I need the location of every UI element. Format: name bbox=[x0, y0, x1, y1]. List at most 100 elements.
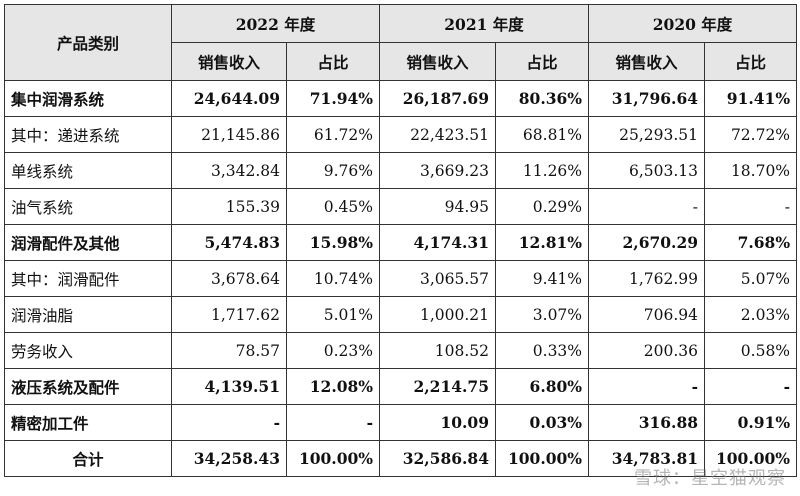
ratio-cell: 5.07% bbox=[704, 260, 798, 297]
table-row: 劳务收入 78.57 0.23% 108.52 0.33% 200.36 0.58% bbox=[4, 332, 798, 369]
category-cell: 集中润滑系统 bbox=[4, 80, 172, 117]
sales-cell: 4,139.51 bbox=[171, 368, 287, 405]
total-row: 合计 34,258.43 100.00% 32,586.84 100.00% 34,783… bbox=[4, 440, 798, 477]
category-cell: 润滑配件及其他 bbox=[4, 224, 172, 261]
sales-header: 销售收入 bbox=[588, 42, 706, 81]
sales-cell: 25,293.51 bbox=[588, 116, 706, 153]
category-cell: 润滑油脂 bbox=[4, 296, 172, 333]
table-row: 单线系统 3,342.84 9.76% 3,669.23 11.26% 6,503.13 1… bbox=[4, 152, 798, 189]
watermark: 雪球：星空猫观察 bbox=[634, 468, 786, 489]
sales-cell: - bbox=[588, 188, 706, 225]
total-ratio-cell: 100.00% bbox=[495, 440, 590, 477]
sales-cell: 4,174.31 bbox=[379, 224, 497, 261]
sales-cell: 316.88 bbox=[588, 404, 706, 441]
ratio-cell: 18.70% bbox=[704, 152, 798, 189]
ratio-cell: 5.01% bbox=[285, 296, 381, 333]
total-ratio-cell: 100.00% bbox=[285, 440, 381, 477]
ratio-cell: 12.81% bbox=[495, 224, 590, 261]
sales-cell: 1,717.62 bbox=[171, 296, 287, 333]
sales-cell: 3,678.64 bbox=[171, 260, 287, 297]
sales-cell: 706.94 bbox=[588, 296, 706, 333]
table-row: 精密加工件 - -10.09 0.03% 316.88 0.91% bbox=[4, 404, 798, 441]
sales-cell: 3,669.23 bbox=[379, 152, 497, 189]
sales-cell: 1,000.21 bbox=[379, 296, 497, 333]
ratio-cell: 11.26% bbox=[495, 152, 590, 189]
revenue-table: 产品类别 2022 年度 2021 年度 2020 年度 销售收入 占比 销售收… bbox=[4, 4, 798, 477]
table-row: 油气系统 155.39 0.45% 94.95 0.29% - - bbox=[4, 188, 798, 225]
year-header-2021: 2021 年度 bbox=[379, 4, 590, 43]
ratio-cell: 0.23% bbox=[285, 332, 381, 369]
sales-cell: 94.95 bbox=[379, 188, 497, 225]
total-sales-cell: 32,586.84 bbox=[379, 440, 497, 477]
ratio-cell: 15.98% bbox=[285, 224, 381, 261]
table-header: 产品类别 2022 年度 2021 年度 2020 年度 销售收入 占比 销售收… bbox=[4, 4, 798, 81]
sales-cell: - bbox=[171, 404, 287, 441]
ratio-cell: - bbox=[285, 404, 381, 441]
sales-cell: 22,423.51 bbox=[379, 116, 497, 153]
category-cell: 单线系统 bbox=[4, 152, 172, 189]
sales-cell: 31,796.64 bbox=[588, 80, 706, 117]
ratio-header: 占比 bbox=[285, 42, 381, 81]
category-cell: 精密加工件 bbox=[4, 404, 172, 441]
sales-header: 销售收入 bbox=[379, 42, 497, 81]
category-cell: 其中：润滑配件 bbox=[4, 260, 172, 297]
sales-cell: 26,187.69 bbox=[379, 80, 497, 117]
sales-cell: 2,670.29 bbox=[588, 224, 706, 261]
category-cell: 其中：递进系统 bbox=[4, 116, 172, 153]
ratio-cell: 9.41% bbox=[495, 260, 590, 297]
table-row: 集中润滑系统 24,644.09 71.94% 26,187.69 80.36% 31,7… bbox=[4, 80, 798, 117]
ratio-cell: 3.07% bbox=[495, 296, 590, 333]
ratio-cell: 0.29% bbox=[495, 188, 590, 225]
ratio-cell: 61.72% bbox=[285, 116, 381, 153]
ratio-header: 占比 bbox=[704, 42, 798, 81]
category-cell: 劳务收入 bbox=[4, 332, 172, 369]
category-cell: 液压系统及配件 bbox=[4, 368, 172, 405]
ratio-cell: 71.94% bbox=[285, 80, 381, 117]
sales-cell: 21,145.86 bbox=[171, 116, 287, 153]
table-row: 润滑油脂 1,717.62 5.01% 1,000.21 3.07% 706.94 2.03… bbox=[4, 296, 798, 333]
sales-cell: 78.57 bbox=[171, 332, 287, 369]
ratio-cell: 10.74% bbox=[285, 260, 381, 297]
ratio-cell: 9.76% bbox=[285, 152, 381, 189]
sales-cell: 200.36 bbox=[588, 332, 706, 369]
total-label: 合计 bbox=[4, 440, 172, 477]
ratio-cell: 0.03% bbox=[495, 404, 590, 441]
category-cell: 油气系统 bbox=[4, 188, 172, 225]
table-row: 润滑配件及其他 5,474.83 15.98% 4,174.31 12.81% 2,670… bbox=[4, 224, 798, 261]
sales-cell: 3,065.57 bbox=[379, 260, 497, 297]
sales-cell: - bbox=[588, 368, 706, 405]
ratio-cell: 68.81% bbox=[495, 116, 590, 153]
sales-cell: 5,474.83 bbox=[171, 224, 287, 261]
sales-cell: 10.09 bbox=[379, 404, 497, 441]
sales-cell: 155.39 bbox=[171, 188, 287, 225]
sales-header: 销售收入 bbox=[171, 42, 287, 81]
sales-cell: 6,503.13 bbox=[588, 152, 706, 189]
ratio-cell: 7.68% bbox=[704, 224, 798, 261]
year-header-2020: 2020 年度 bbox=[588, 4, 798, 43]
category-header: 产品类别 bbox=[4, 4, 172, 81]
ratio-cell: 0.45% bbox=[285, 188, 381, 225]
ratio-cell: - bbox=[704, 368, 798, 405]
ratio-cell: 0.58% bbox=[704, 332, 798, 369]
sales-cell: 1,762.99 bbox=[588, 260, 706, 297]
ratio-cell: 0.33% bbox=[495, 332, 590, 369]
ratio-cell: - bbox=[704, 188, 798, 225]
ratio-cell: 2.03% bbox=[704, 296, 798, 333]
ratio-cell: 91.41% bbox=[704, 80, 798, 117]
ratio-cell: 80.36% bbox=[495, 80, 590, 117]
year-header-2022: 2022 年度 bbox=[170, 4, 381, 43]
ratio-cell: 6.80% bbox=[495, 368, 590, 405]
ratio-header: 占比 bbox=[495, 42, 590, 81]
sales-cell: 2,214.75 bbox=[379, 368, 497, 405]
ratio-cell: 72.72% bbox=[704, 116, 798, 153]
table-row: 其中：递进系统 21,145.86 61.72% 22,423.51 68.81% 25,… bbox=[4, 116, 798, 153]
sales-cell: 108.52 bbox=[379, 332, 497, 369]
table-body: 集中润滑系统 24,644.09 71.94% 26,187.69 80.36% 31,7… bbox=[4, 80, 798, 477]
total-ratio-cell: 100.00% bbox=[704, 440, 798, 477]
table-row: 其中：润滑配件 3,678.64 10.74% 3,065.57 9.41% 1,762.… bbox=[4, 260, 798, 297]
table-row: 液压系统及配件 4,139.51 12.08% 2,214.75 6.80% - - bbox=[4, 368, 798, 405]
sales-cell: 24,644.09 bbox=[171, 80, 287, 117]
ratio-cell: 0.91% bbox=[704, 404, 798, 441]
ratio-cell: 12.08% bbox=[285, 368, 381, 405]
sales-cell: 3,342.84 bbox=[171, 152, 287, 189]
